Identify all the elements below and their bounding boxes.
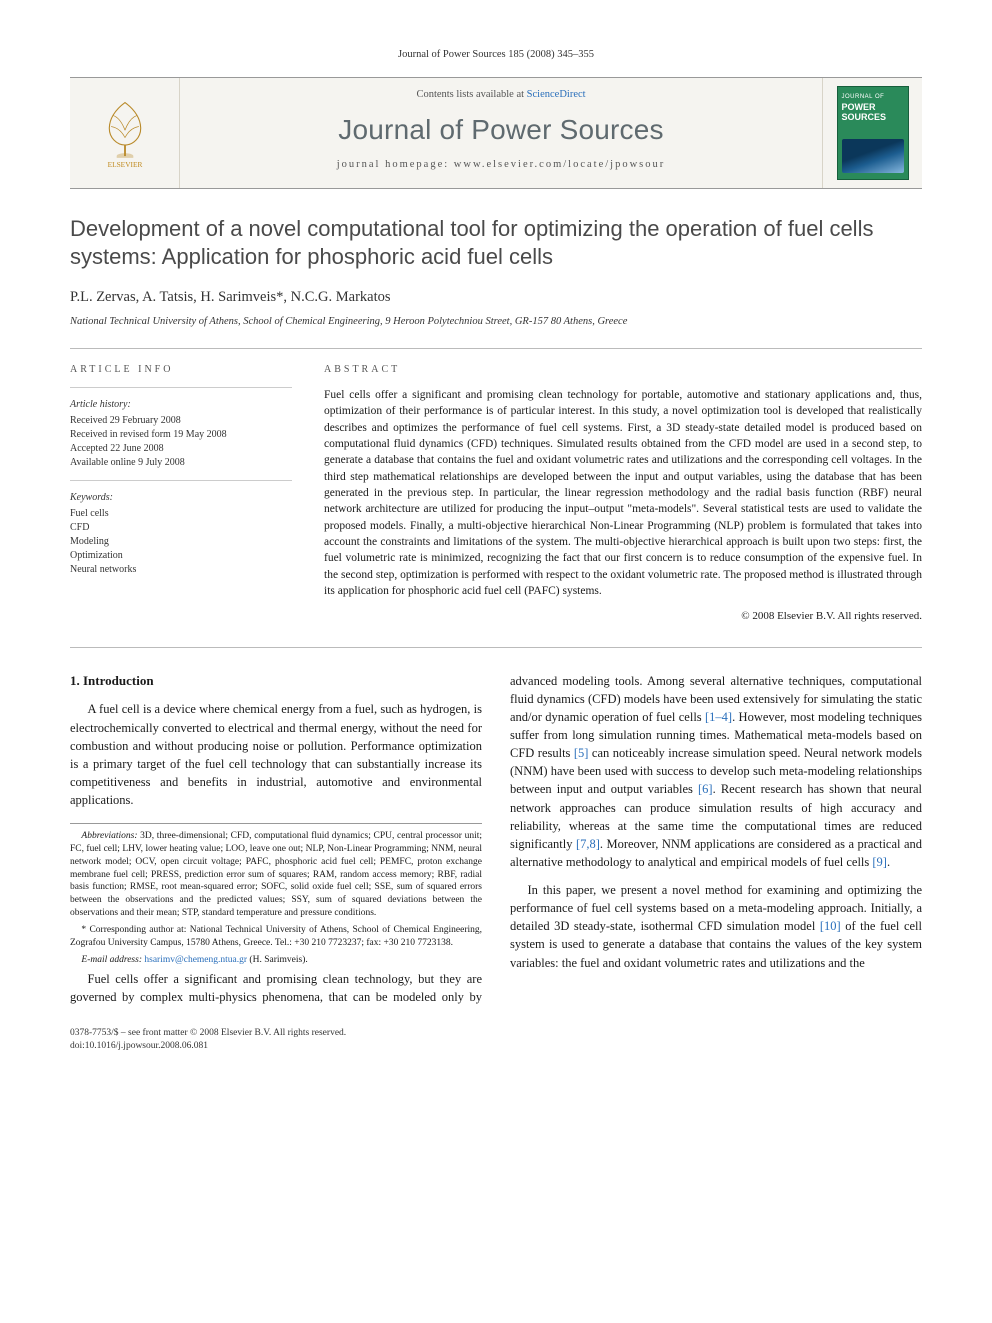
email-who: (H. Sarimveis). [247,955,308,965]
section-heading: 1. Introduction [70,672,482,691]
citation-link[interactable]: [7,8] [576,837,600,851]
abstract-copyright: © 2008 Elsevier B.V. All rights reserved… [324,609,922,624]
citation-link[interactable]: [1–4] [705,710,732,724]
keyword: Fuel cells [70,507,292,521]
sciencedirect-link[interactable]: ScienceDirect [527,89,586,100]
article-title: Development of a novel computational too… [70,215,922,271]
publisher-logo-cell: ELSEVIER [70,78,180,188]
email-label: E-mail address: [81,955,144,965]
email-link[interactable]: hsarimv@chemeng.ntua.gr [144,955,247,965]
journal-cover-thumb: JOURNAL OF POWER SOURCES [837,86,909,180]
email-footnote: E-mail address: hsarimv@chemeng.ntua.gr … [70,954,482,967]
article-history-label: Article history: [70,398,292,412]
keywords-label: Keywords: [70,491,292,505]
abbreviations-footnote: Abbreviations: 3D, three-dimensional; CF… [70,830,482,920]
abbrev-label: Abbreviations: [81,831,137,841]
keywords-list: Fuel cells CFD Modeling Optimization Neu… [70,507,292,577]
doi-line: doi:10.1016/j.jpowsour.2008.06.081 [70,1040,346,1053]
authors-line: P.L. Zervas, A. Tatsis, H. Sarimveis*, N… [70,287,922,307]
abstract-heading: ABSTRACT [324,363,922,377]
section-number: 1. [70,673,80,688]
keyword: CFD [70,521,292,535]
corresponding-author-footnote: * Corresponding author at: National Tech… [70,924,482,950]
lists-prefix: Contents lists available at [416,89,526,100]
article-info-block: ARTICLE INFO Article history: Received 2… [70,363,292,625]
body-columns: 1. Introduction A fuel cell is a device … [70,672,922,1007]
running-head: Journal of Power Sources 185 (2008) 345–… [70,48,922,63]
article-info-heading: ARTICLE INFO [70,363,292,377]
history-line: Received in revised form 19 May 2008 [70,428,292,442]
footnotes-block: Abbreviations: 3D, three-dimensional; CF… [70,823,482,966]
cover-top-text: JOURNAL OF [842,93,904,101]
page-footer: 0378-7753/$ – see front matter © 2008 El… [70,1027,922,1054]
abbrev-text: 3D, three-dimensional; CFD, computationa… [70,831,482,918]
keyword: Neural networks [70,563,292,577]
corr-label: * Corresponding author at: [81,925,186,935]
body-paragraph: A fuel cell is a device where chemical e… [70,700,482,809]
history-line: Received 29 February 2008 [70,414,292,428]
body-text: . [887,855,890,869]
journal-name: Journal of Power Sources [194,110,808,149]
body-paragraph: In this paper, we present a novel method… [510,881,922,972]
history-line: Available online 9 July 2008 [70,456,292,470]
citation-link[interactable]: [9] [872,855,887,869]
section-title: Introduction [83,673,154,688]
elsevier-tree-icon: ELSEVIER [94,97,156,169]
keyword: Modeling [70,535,292,549]
citation-link[interactable]: [5] [574,746,589,760]
journal-cover-cell: JOURNAL OF POWER SOURCES [822,78,922,188]
keyword: Optimization [70,549,292,563]
journal-masthead: ELSEVIER Contents lists available at Sci… [70,77,922,189]
journal-homepage: journal homepage: www.elsevier.com/locat… [194,158,808,173]
section-divider [70,647,922,648]
history-line: Accepted 22 June 2008 [70,442,292,456]
cover-title-text: POWER SOURCES [842,103,904,123]
citation-link[interactable]: [10] [820,919,841,933]
cover-art-icon [842,139,904,173]
publisher-label: ELSEVIER [107,160,142,169]
abstract-text: Fuel cells offer a significant and promi… [324,387,922,599]
contents-lists-line: Contents lists available at ScienceDirec… [194,88,808,103]
issn-line: 0378-7753/$ – see front matter © 2008 El… [70,1027,346,1040]
affiliation: National Technical University of Athens,… [70,315,922,330]
citation-link[interactable]: [6] [698,782,713,796]
